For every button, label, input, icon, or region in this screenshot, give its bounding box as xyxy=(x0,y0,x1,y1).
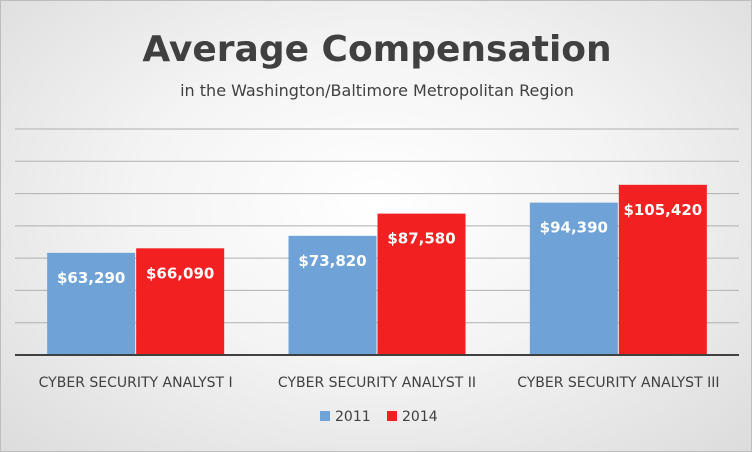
data-label: $94,390 xyxy=(540,219,608,237)
data-label: $66,090 xyxy=(146,264,214,282)
legend-label: 2011 xyxy=(335,409,371,425)
bar-2014 xyxy=(136,248,225,355)
bar-2011 xyxy=(288,235,377,355)
legend-swatch-2014 xyxy=(387,411,397,421)
bar-2011 xyxy=(529,202,618,355)
category-label: CYBER SECURITY ANALYST II xyxy=(278,375,476,391)
bar-2014 xyxy=(377,213,466,355)
category-label: CYBER SECURITY ANALYST III xyxy=(517,375,719,391)
data-label: $87,580 xyxy=(387,230,455,248)
chart-title: Average Compensation xyxy=(142,29,611,70)
gridlines xyxy=(15,128,739,324)
bar-2011 xyxy=(47,252,136,355)
data-label: $63,290 xyxy=(57,269,125,287)
data-label: $105,420 xyxy=(623,201,702,219)
legend: 2011 2014 xyxy=(320,409,438,425)
bars: $63,290 $66,090 $73,820 $87,580 $94,390 $105,… xyxy=(47,184,707,355)
chart-subtitle: in the Washington/Baltimore Metropolitan… xyxy=(180,81,574,100)
legend-label: 2014 xyxy=(402,409,438,425)
data-label: $73,820 xyxy=(298,252,366,270)
legend-swatch-2011 xyxy=(320,411,330,421)
category-labels: CYBER SECURITY ANALYST I CYBER SECURITY A… xyxy=(39,375,720,391)
category-label: CYBER SECURITY ANALYST I xyxy=(39,375,233,391)
bar-2014 xyxy=(618,184,707,355)
